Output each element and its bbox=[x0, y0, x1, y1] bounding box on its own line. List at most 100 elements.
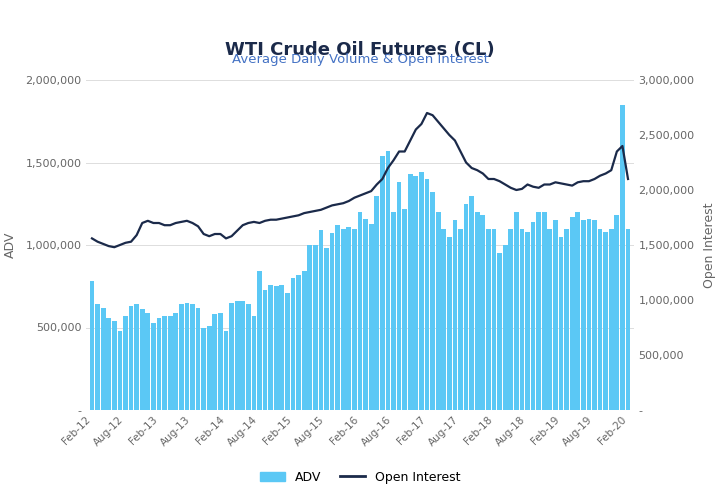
Bar bbox=[514, 212, 518, 410]
Bar bbox=[168, 316, 173, 410]
Bar bbox=[453, 220, 457, 410]
Bar bbox=[542, 212, 546, 410]
Bar bbox=[592, 220, 597, 410]
Bar bbox=[525, 232, 530, 410]
Bar bbox=[318, 230, 323, 410]
Bar bbox=[95, 304, 100, 410]
Bar bbox=[352, 228, 357, 410]
Bar bbox=[436, 212, 441, 410]
Bar bbox=[425, 179, 429, 410]
Bar bbox=[469, 196, 474, 410]
Bar bbox=[117, 331, 122, 410]
Bar bbox=[480, 216, 485, 410]
Bar bbox=[431, 192, 435, 410]
Bar bbox=[346, 227, 351, 410]
Bar bbox=[570, 217, 575, 410]
Bar bbox=[107, 318, 111, 410]
Bar bbox=[240, 301, 245, 410]
Bar bbox=[447, 237, 451, 410]
Bar bbox=[251, 316, 256, 410]
Bar bbox=[145, 312, 150, 410]
Bar bbox=[374, 196, 379, 410]
Bar bbox=[157, 318, 161, 410]
Bar bbox=[112, 321, 117, 410]
Bar bbox=[229, 302, 234, 410]
Bar bbox=[385, 151, 390, 410]
Bar bbox=[587, 218, 591, 410]
Bar bbox=[218, 312, 222, 410]
Bar bbox=[498, 253, 502, 410]
Bar bbox=[279, 284, 284, 410]
Bar bbox=[274, 286, 279, 410]
Bar bbox=[380, 156, 384, 410]
Bar bbox=[441, 228, 446, 410]
Bar bbox=[598, 228, 603, 410]
Bar bbox=[581, 220, 586, 410]
Bar bbox=[363, 218, 368, 410]
Bar bbox=[101, 308, 106, 410]
Bar bbox=[464, 204, 469, 410]
Bar bbox=[184, 302, 189, 410]
Bar bbox=[123, 316, 128, 410]
Bar bbox=[235, 301, 240, 410]
Bar bbox=[614, 216, 619, 410]
Bar bbox=[330, 234, 335, 410]
Bar bbox=[547, 228, 552, 410]
Bar bbox=[269, 284, 273, 410]
Bar bbox=[202, 328, 206, 410]
Text: Average Daily Volume & Open Interest: Average Daily Volume & Open Interest bbox=[232, 52, 488, 66]
Bar bbox=[486, 228, 491, 410]
Bar bbox=[134, 304, 139, 410]
Bar bbox=[536, 212, 541, 410]
Bar bbox=[413, 176, 418, 410]
Bar bbox=[408, 174, 413, 410]
Bar bbox=[419, 172, 424, 410]
Bar bbox=[341, 228, 346, 410]
Bar bbox=[520, 228, 524, 410]
Bar bbox=[291, 278, 295, 410]
Y-axis label: Open Interest: Open Interest bbox=[703, 202, 716, 288]
Bar bbox=[246, 304, 251, 410]
Bar bbox=[458, 228, 463, 410]
Bar bbox=[626, 228, 631, 410]
Bar bbox=[263, 290, 267, 410]
Bar bbox=[207, 326, 212, 410]
Title: WTI Crude Oil Futures (CL): WTI Crude Oil Futures (CL) bbox=[225, 41, 495, 59]
Bar bbox=[369, 224, 374, 410]
Bar bbox=[174, 312, 178, 410]
Y-axis label: ADV: ADV bbox=[4, 232, 17, 258]
Bar bbox=[391, 212, 396, 410]
Bar bbox=[296, 274, 301, 410]
Bar bbox=[402, 208, 407, 410]
Bar bbox=[190, 304, 195, 410]
Bar bbox=[475, 212, 480, 410]
Bar bbox=[162, 316, 167, 410]
Bar bbox=[609, 228, 613, 410]
Bar bbox=[603, 232, 608, 410]
Bar bbox=[503, 245, 508, 410]
Bar bbox=[575, 212, 580, 410]
Bar bbox=[559, 237, 563, 410]
Bar bbox=[553, 220, 558, 410]
Bar bbox=[140, 310, 145, 410]
Bar bbox=[336, 225, 340, 410]
Bar bbox=[179, 304, 184, 410]
Bar bbox=[397, 182, 402, 410]
Bar bbox=[285, 293, 289, 410]
Bar bbox=[257, 272, 262, 410]
Bar bbox=[324, 248, 329, 410]
Bar bbox=[129, 306, 133, 410]
Bar bbox=[358, 212, 362, 410]
Bar bbox=[492, 228, 496, 410]
Bar bbox=[89, 282, 94, 410]
Bar bbox=[313, 245, 318, 410]
Bar bbox=[302, 272, 307, 410]
Bar bbox=[307, 245, 312, 410]
Bar bbox=[620, 105, 625, 410]
Bar bbox=[212, 314, 217, 410]
Bar bbox=[151, 322, 156, 410]
Legend: ADV, Open Interest: ADV, Open Interest bbox=[255, 466, 465, 489]
Bar bbox=[508, 228, 513, 410]
Bar bbox=[531, 222, 536, 410]
Bar bbox=[564, 228, 569, 410]
